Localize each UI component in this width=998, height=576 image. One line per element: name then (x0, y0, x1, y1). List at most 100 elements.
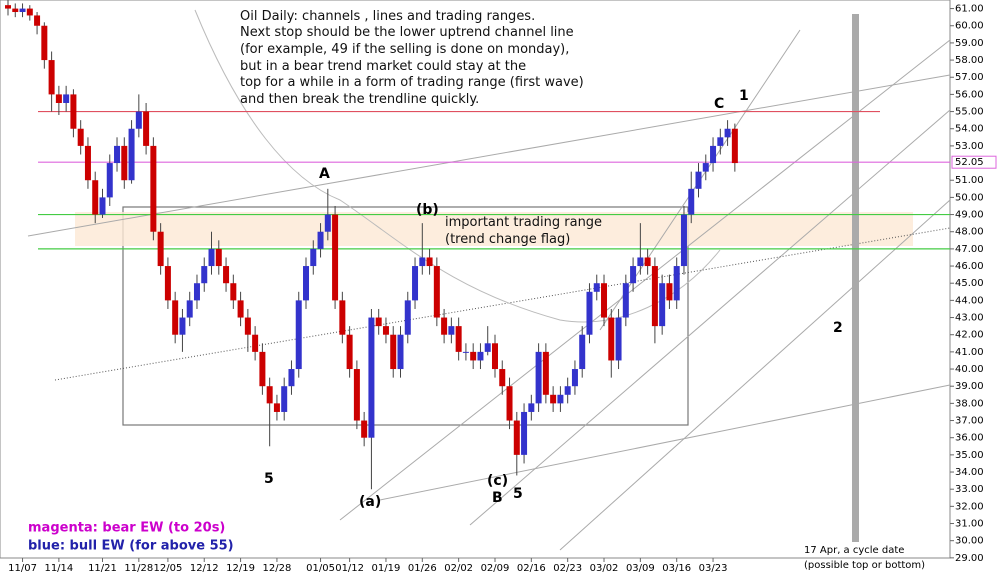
candle-body (542, 351, 549, 395)
x-tick-label: 12/12 (190, 563, 219, 574)
candle-body (688, 188, 695, 215)
candle-body (121, 145, 128, 181)
y-tick-label: 49.00 (955, 210, 984, 221)
wave-label: (b) (416, 202, 439, 218)
range-note: important trading range (445, 215, 602, 230)
y-tick-label: 31.00 (955, 519, 984, 530)
candle-body (695, 171, 702, 189)
candle-body (201, 266, 208, 284)
candle-body (666, 283, 673, 301)
range-note: (trend change flag) (445, 232, 570, 247)
candle-body (193, 283, 200, 301)
note-line: Oil Daily: channels , lines and trading … (240, 9, 535, 24)
trendline (27, 74, 951, 237)
trendline (469, 109, 951, 526)
candle-body (462, 351, 469, 353)
candle-body (564, 386, 571, 395)
candle-body (70, 94, 77, 129)
candle-body (77, 128, 84, 146)
candle-body (244, 317, 251, 335)
wave-label: (c) (487, 473, 508, 489)
candle-body (637, 257, 644, 267)
candle-body (324, 214, 331, 232)
candle-body (26, 8, 33, 16)
x-tick-label: 03/09 (626, 563, 655, 574)
candle-body (266, 386, 273, 404)
x-tick-label: 03/23 (699, 563, 728, 574)
candle-body (310, 248, 317, 267)
note-line: and then break the trendline quickly. (240, 92, 479, 107)
candle-body (281, 386, 288, 412)
candle-body (491, 343, 498, 370)
x-tick-label: 02/02 (444, 563, 473, 574)
candle-body (106, 163, 113, 198)
candle-body (48, 60, 55, 95)
candle-body (601, 283, 608, 318)
y-tick-label: 51.00 (955, 175, 984, 186)
candle-body (433, 266, 440, 318)
candle-body (404, 300, 411, 335)
x-tick-label: 11/07 (8, 563, 37, 574)
candle-body (259, 351, 266, 387)
candle-body (390, 334, 397, 370)
wave-label: C (714, 96, 724, 112)
trendline (339, 39, 951, 521)
range-band (75, 212, 913, 246)
x-tick-label: 11/14 (44, 563, 73, 574)
wave-label: A (319, 166, 330, 182)
last-price-label: 52.05 (955, 157, 984, 168)
candle-body (484, 343, 491, 352)
y-tick-label: 57.00 (955, 72, 984, 83)
x-tick-label: 03/02 (590, 563, 619, 574)
x-tick-label: 01/05 (306, 563, 335, 574)
y-tick-label: 37.00 (955, 416, 984, 427)
y-tick-label: 35.00 (955, 450, 984, 461)
x-tick-label: 02/16 (517, 563, 546, 574)
candle-body (724, 128, 731, 138)
candle-body (702, 163, 709, 172)
candle-body (528, 403, 535, 412)
candle-body (179, 317, 186, 335)
wave-label: 5 (513, 486, 523, 502)
candle-body (608, 317, 615, 361)
candle-body (731, 128, 738, 164)
x-tick-label: 01/26 (408, 563, 437, 574)
candle-body (295, 300, 302, 370)
note-line: but in a bear trend market could stay at… (240, 59, 526, 74)
candle-body (644, 257, 651, 267)
candle-body (659, 283, 666, 327)
candle-body (651, 266, 658, 327)
candle-body (63, 94, 70, 103)
candle-body (99, 197, 106, 215)
y-tick-label: 44.00 (955, 295, 984, 306)
candle-body (237, 300, 244, 318)
candle-body (172, 300, 179, 335)
y-tick-label: 43.00 (955, 313, 984, 324)
wave-label: 5 (264, 471, 274, 487)
candle-body (426, 257, 433, 267)
x-tick-label: 11/21 (88, 563, 117, 574)
candle-body (586, 291, 593, 335)
candle-body (273, 403, 280, 412)
last-price-box (951, 155, 997, 169)
candle-body (346, 334, 353, 370)
y-tick-label: 38.00 (955, 398, 984, 409)
legend-entry: magenta: bear EW (to 20s) (28, 521, 225, 536)
hlines (38, 110, 950, 250)
wave-label: 1 (739, 88, 749, 104)
candle-body (455, 326, 462, 352)
candle-body (521, 411, 528, 455)
candle-body (622, 283, 629, 318)
candle-body (680, 214, 687, 267)
candle-body (571, 369, 578, 387)
y-tick-label: 32.00 (955, 501, 984, 512)
candle-body (135, 111, 142, 129)
y-tick-label: 48.00 (955, 227, 984, 238)
candle-body (164, 266, 171, 301)
candle-body (4, 5, 11, 9)
candle-body (128, 128, 135, 181)
candle-body (630, 266, 637, 284)
candle-body (382, 326, 389, 335)
x-tick-label: 11/28 (124, 563, 153, 574)
